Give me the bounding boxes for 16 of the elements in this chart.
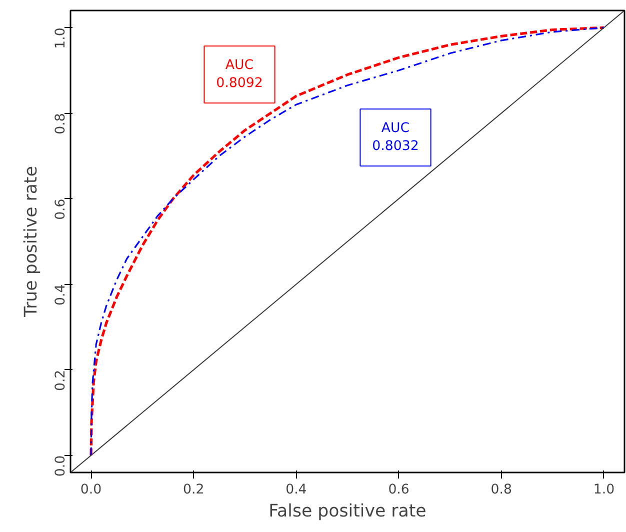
y-tick-label: 0.4 bbox=[54, 284, 68, 306]
y-axis-title: True positive rate bbox=[22, 166, 42, 318]
x-axis-title: False positive rate bbox=[268, 502, 426, 522]
annotation: AUC 0.8092 bbox=[216, 58, 263, 91]
y-tick-label: 0.8 bbox=[54, 113, 68, 134]
y-tick-label: 1.0 bbox=[54, 28, 68, 49]
x-tick-label: 0.6 bbox=[388, 482, 410, 498]
x-tick-label: 0.4 bbox=[286, 482, 307, 498]
x-tick-label: 1.0 bbox=[593, 482, 615, 498]
x-tick-label: 0.0 bbox=[80, 482, 102, 498]
y-tick-label: 0.0 bbox=[54, 455, 68, 477]
x-tick-label: 0.8 bbox=[490, 482, 512, 498]
x-tick-label: 0.2 bbox=[183, 482, 204, 498]
annotation: AUC 0.8032 bbox=[372, 121, 419, 154]
y-tick-label: 0.2 bbox=[54, 370, 68, 392]
y-tick-label: 0.6 bbox=[54, 198, 68, 220]
